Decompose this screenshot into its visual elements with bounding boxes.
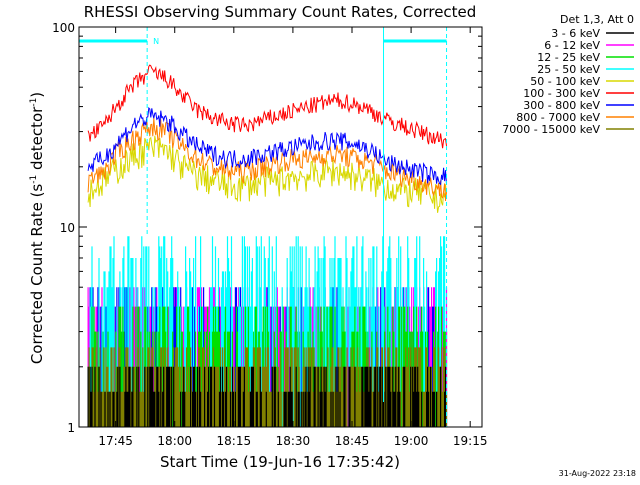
legend-entry-label: 25 - 50 keV	[537, 63, 600, 76]
x-tick-label: 19:15	[453, 434, 488, 448]
y-tick-label: 1	[67, 421, 75, 435]
legend-entry-label: 800 - 7000 keV	[516, 111, 600, 124]
y-axis-label: Corrected Count Rate (s-1 detector-1)	[28, 92, 46, 364]
series-300-800kev	[87, 106, 447, 186]
y-axis-label-sup2: -1	[29, 98, 39, 107]
legend-entry-label: 12 - 25 keV	[537, 51, 600, 64]
y-axis: 1 10 100	[52, 21, 482, 435]
y-axis-label-mid: detector	[28, 106, 46, 175]
legend-header: Det 1,3, Att 0	[560, 13, 634, 26]
plot-area: N	[79, 27, 448, 427]
chart-title: RHESSI Observing Summary Count Rates, Co…	[84, 3, 477, 21]
x-tick-label: 19:00	[394, 434, 429, 448]
night-label: N	[153, 37, 159, 46]
legend-entry-label: 7000 - 15000 keV	[502, 123, 600, 136]
legend-entry-label: 300 - 800 keV	[523, 99, 600, 112]
series-100-300kev	[87, 64, 447, 149]
y-axis-label-end: )	[28, 92, 46, 98]
y-axis-label-sup1: -1	[29, 175, 39, 184]
y-tick-label: 100	[52, 21, 75, 35]
x-tick-label: 18:45	[335, 434, 370, 448]
x-tick-label: 18:30	[276, 434, 311, 448]
legend-entry-label: 100 - 300 keV	[523, 87, 600, 100]
timestamp: 31-Aug-2022 23:18	[559, 469, 636, 478]
legend-entry-label: 3 - 6 keV	[551, 27, 600, 40]
x-tick-label: 18:15	[217, 434, 252, 448]
legend-entry-label: 50 - 100 keV	[530, 75, 600, 88]
y-tick-label: 10	[60, 221, 75, 235]
orbit-markers: N	[79, 27, 448, 427]
legend-entry-label: 6 - 12 keV	[544, 39, 600, 52]
x-axis-label: Start Time (19-Jun-16 17:35:42)	[160, 453, 400, 471]
x-axis: 17:45 18:00 18:15 18:30 18:45 19:00 19:15	[98, 27, 487, 448]
y-axis-label-main: Corrected Count Rate (s	[28, 184, 46, 365]
series-3-6kev-spikes	[87, 366, 447, 427]
x-tick-label: 17:45	[98, 434, 133, 448]
series-50-100kev	[87, 135, 447, 213]
series-3-6kev	[87, 366, 447, 427]
x-tick-label: 18:00	[157, 434, 192, 448]
series-800-7000kev	[87, 117, 447, 202]
